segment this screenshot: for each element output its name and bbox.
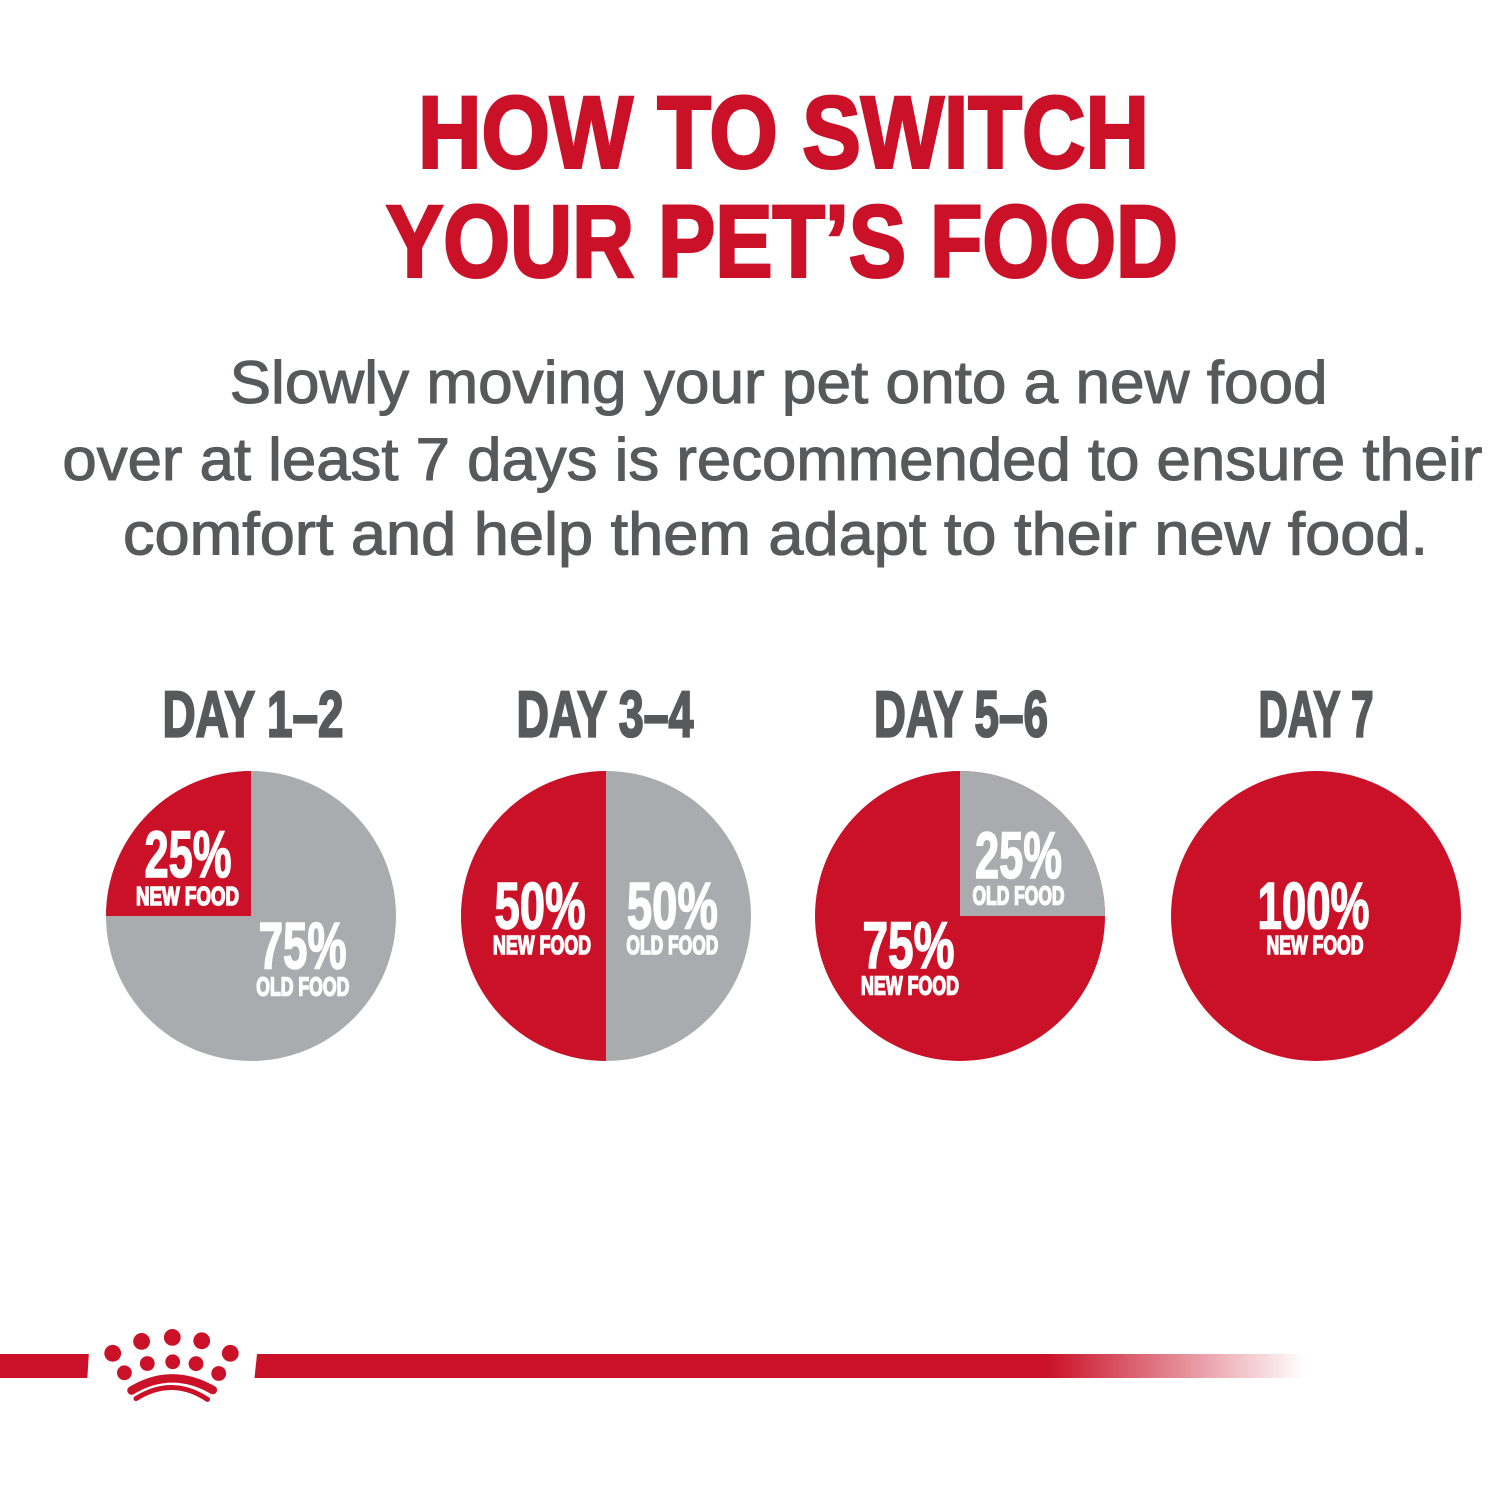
svg-text:50%: 50% <box>495 869 586 943</box>
svg-text:25%: 25% <box>145 817 232 891</box>
svg-text:DAY 1–2: DAY 1–2 <box>163 677 344 750</box>
svg-text:NEW FOOD: NEW FOOD <box>1267 930 1364 960</box>
svg-text:50%: 50% <box>627 869 718 943</box>
svg-text:NEW FOOD: NEW FOOD <box>493 930 591 960</box>
svg-text:25%: 25% <box>975 818 1062 892</box>
svg-text:HOW TO SWITCH: HOW TO SWITCH <box>418 76 1149 190</box>
svg-text:DAY 7: DAY 7 <box>1259 677 1374 750</box>
svg-text:NEW FOOD: NEW FOOD <box>861 971 959 1001</box>
svg-text:YOUR PET’S FOOD: YOUR PET’S FOOD <box>386 185 1178 299</box>
svg-text:comfort and help them adapt to: comfort and help them adapt to their new… <box>123 501 1428 568</box>
svg-text:75%: 75% <box>259 909 347 983</box>
svg-text:DAY 3–4: DAY 3–4 <box>517 677 694 750</box>
svg-text:Slowly moving your pet onto a: Slowly moving your pet onto a new food <box>230 349 1328 416</box>
svg-text:NEW FOOD: NEW FOOD <box>136 881 239 911</box>
svg-text:75%: 75% <box>863 908 955 982</box>
svg-text:OLD FOOD: OLD FOOD <box>973 881 1065 911</box>
svg-text:OLD FOOD: OLD FOOD <box>256 971 349 1001</box>
svg-text:100%: 100% <box>1258 869 1370 943</box>
svg-text:DAY 5–6: DAY 5–6 <box>874 677 1048 750</box>
svg-text:over at least 7 days is recomm: over at least 7 days is recommended to e… <box>62 426 1482 493</box>
svg-text:OLD FOOD: OLD FOOD <box>626 930 718 960</box>
